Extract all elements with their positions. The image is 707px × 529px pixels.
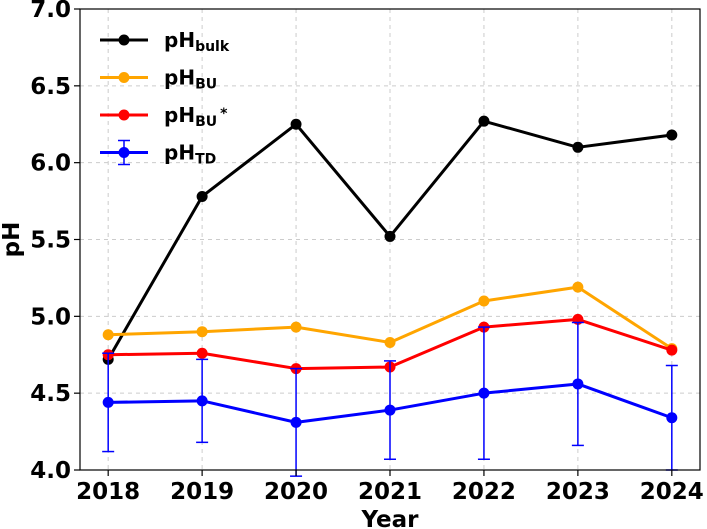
- legend: pHbulk pHBU pHBU * pHTD: [100, 28, 230, 168]
- legend-marker: [118, 34, 130, 46]
- data-point: [196, 326, 208, 338]
- data-point: [102, 329, 114, 341]
- x-tick-label: 2024: [640, 479, 704, 505]
- data-point: [478, 387, 490, 399]
- series-0: [102, 115, 678, 365]
- data-point: [666, 412, 678, 424]
- y-axis-title: pH: [0, 222, 25, 258]
- legend-item: pHTD: [100, 139, 216, 168]
- data-point: [384, 336, 396, 348]
- data-point: [384, 230, 396, 242]
- y-tick-label: 4.5: [30, 381, 71, 407]
- y-tick-label: 4.0: [30, 458, 71, 484]
- legend-label: pHBU *: [164, 103, 228, 130]
- x-tick-label: 2021: [358, 479, 422, 505]
- x-tick-label: 2023: [546, 479, 610, 505]
- x-tick-label: 2020: [264, 479, 328, 505]
- axes: 4.0 4.5 5.0 5.5 6.0 6.5 7.0 2018 2019 2020 2021 202…: [30, 0, 704, 505]
- y-tick-label: 5.0: [30, 304, 71, 330]
- data-point: [196, 190, 208, 202]
- y-tick-label: 6.0: [30, 151, 71, 177]
- data-point: [666, 344, 678, 356]
- data-point: [384, 404, 396, 416]
- data-point: [478, 295, 490, 307]
- data-point: [196, 347, 208, 359]
- x-tick-label: 2018: [76, 479, 140, 505]
- y-tick-label: 7.0: [30, 0, 71, 23]
- x-tick-label: 2022: [452, 479, 516, 505]
- legend-label: pHTD: [164, 141, 216, 168]
- data-point: [196, 395, 208, 407]
- data-point: [666, 129, 678, 141]
- legend-item: pHBU *: [100, 103, 228, 130]
- data-point: [572, 378, 584, 390]
- data-point: [572, 141, 584, 153]
- legend-marker: [118, 109, 130, 121]
- data-point: [572, 281, 584, 293]
- data-point: [290, 118, 302, 130]
- legend-item: pHBU: [100, 66, 217, 93]
- y-tick-label: 6.5: [30, 74, 71, 100]
- legend-item: pHbulk: [100, 28, 230, 55]
- y-tick-label: 5.5: [30, 228, 71, 254]
- legend-marker: [118, 72, 130, 83]
- x-tick-label: 2019: [170, 479, 234, 505]
- series-layer: [102, 115, 678, 477]
- x-axis-title: Year: [360, 507, 419, 529]
- data-point: [102, 396, 114, 408]
- data-point: [290, 321, 302, 333]
- legend-label: pHBU: [164, 66, 217, 93]
- data-point: [478, 115, 490, 127]
- legend-label: pHbulk: [164, 28, 230, 55]
- data-point: [290, 416, 302, 428]
